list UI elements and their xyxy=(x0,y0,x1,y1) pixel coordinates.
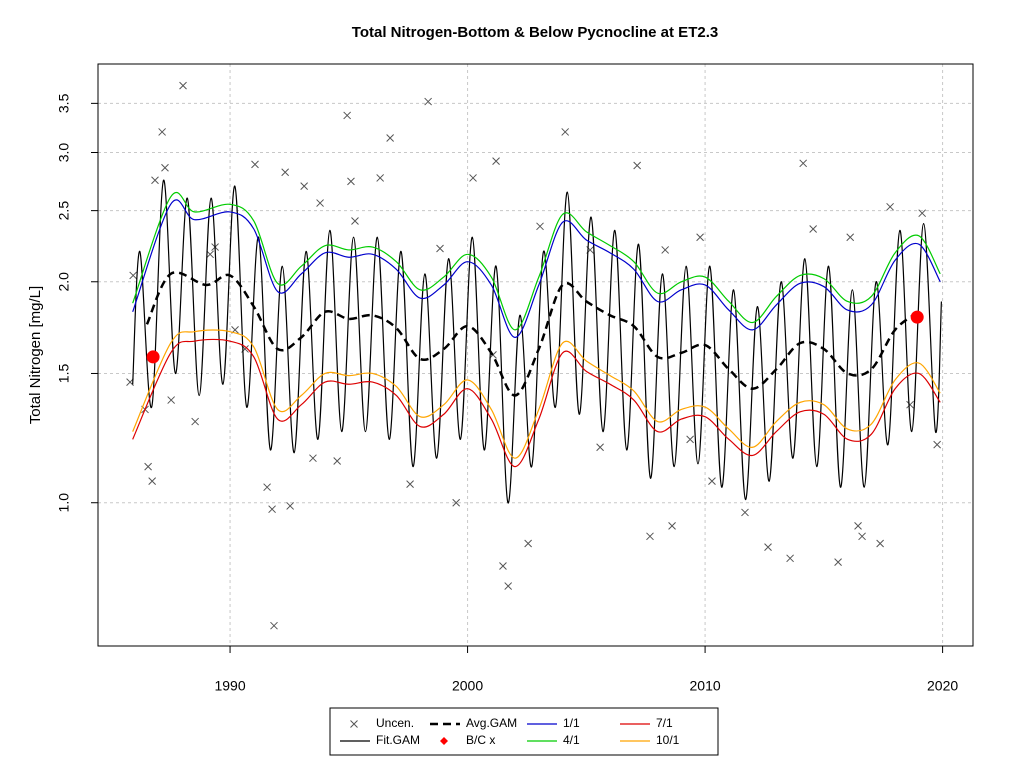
x-tick-label: 2010 xyxy=(690,678,721,694)
point xyxy=(696,233,704,242)
legend-label: B/C x xyxy=(466,733,495,747)
point xyxy=(708,477,716,486)
point xyxy=(876,539,884,548)
point xyxy=(741,508,749,517)
point xyxy=(436,244,444,253)
point xyxy=(309,454,317,463)
series-line xyxy=(132,338,941,468)
point xyxy=(452,498,461,507)
y-axis-label: Total Nitrogen [mg/L] xyxy=(27,286,44,424)
point xyxy=(858,532,866,541)
point xyxy=(179,81,187,90)
legend-label: 10/1 xyxy=(656,733,680,747)
point xyxy=(906,400,914,409)
legend xyxy=(329,707,719,756)
point xyxy=(316,199,324,207)
series-line xyxy=(132,199,941,338)
point xyxy=(167,396,176,404)
chart-title: Total Nitrogen-Bottom & Below Pycnocline… xyxy=(352,24,718,41)
point xyxy=(469,174,477,182)
point xyxy=(263,483,271,492)
point xyxy=(846,233,855,242)
series-line xyxy=(132,329,941,459)
y-tick-label: 3.0 xyxy=(56,143,72,163)
point xyxy=(886,202,894,211)
point xyxy=(376,174,385,182)
point xyxy=(268,505,276,514)
legend-label: Fit.GAM xyxy=(376,733,420,747)
point xyxy=(161,163,169,172)
point xyxy=(646,532,654,541)
point xyxy=(918,209,927,218)
point xyxy=(129,271,138,280)
point xyxy=(524,539,532,548)
legend-label: 7/1 xyxy=(656,716,673,730)
legend-label: 4/1 xyxy=(563,733,580,747)
legend-label: Avg.GAM xyxy=(466,716,517,730)
point xyxy=(151,176,159,185)
y-tick-label: 3.5 xyxy=(56,93,72,113)
legend-label: Uncen. xyxy=(376,716,414,730)
x-tick-label: 2020 xyxy=(927,678,958,694)
point xyxy=(799,159,808,168)
point xyxy=(286,502,295,510)
point xyxy=(270,621,278,630)
plot-frame xyxy=(97,63,974,647)
point xyxy=(406,480,414,489)
point xyxy=(351,217,359,225)
point xyxy=(764,543,772,551)
plot-area xyxy=(126,81,943,630)
point xyxy=(686,435,694,444)
point xyxy=(492,157,500,165)
point xyxy=(933,440,941,449)
series-line xyxy=(145,271,920,397)
point xyxy=(424,97,432,106)
point xyxy=(910,310,924,324)
x-tick-label: 1990 xyxy=(214,678,245,694)
legend-symbol xyxy=(440,737,448,745)
y-tick-label: 1.5 xyxy=(56,364,72,384)
point xyxy=(834,558,842,566)
point xyxy=(251,160,259,169)
series-line xyxy=(132,192,941,331)
point xyxy=(206,250,214,259)
point xyxy=(148,477,157,486)
point xyxy=(144,462,152,471)
point xyxy=(158,128,166,136)
point xyxy=(561,128,570,136)
y-tick-label: 2.0 xyxy=(56,272,72,292)
point xyxy=(633,161,642,170)
y-tick-label: 1.0 xyxy=(56,493,72,513)
point xyxy=(386,134,394,142)
point xyxy=(661,246,670,254)
point xyxy=(343,111,352,120)
x-tick-label: 2000 xyxy=(452,678,483,694)
point xyxy=(333,457,342,465)
point xyxy=(146,350,160,364)
point xyxy=(300,182,309,190)
point xyxy=(281,168,290,177)
point xyxy=(786,554,794,563)
point xyxy=(809,225,818,233)
point xyxy=(504,582,513,590)
y-tick-label: 2.5 xyxy=(56,201,72,221)
legend-label: 1/1 xyxy=(563,716,580,730)
point xyxy=(668,522,676,530)
point xyxy=(191,417,199,426)
point xyxy=(536,222,544,231)
point xyxy=(499,562,507,570)
point xyxy=(347,177,355,186)
point xyxy=(350,720,358,728)
point xyxy=(596,443,604,452)
point xyxy=(854,522,862,530)
legend-items: Uncen. Fit.GAM Avg.GAM B/C x 1/1 4/1 7/1 10/1 xyxy=(340,716,680,747)
